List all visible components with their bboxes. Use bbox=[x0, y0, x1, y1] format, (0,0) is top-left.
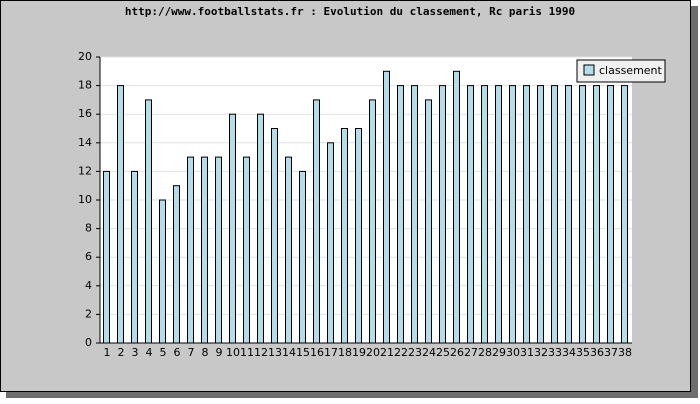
x-tick-label: 31 bbox=[520, 346, 534, 359]
bar bbox=[537, 85, 544, 344]
bar bbox=[201, 156, 208, 344]
x-tick-label: 25 bbox=[436, 346, 450, 359]
bar bbox=[523, 85, 530, 344]
bar bbox=[411, 85, 418, 344]
x-tick-label: 1 bbox=[104, 346, 111, 359]
x-tick-label: 9 bbox=[216, 346, 223, 359]
y-tick-label: 2 bbox=[85, 307, 92, 320]
bar bbox=[187, 156, 194, 344]
x-tick-label: 6 bbox=[174, 346, 181, 359]
x-tick-label: 11 bbox=[240, 346, 254, 359]
bar bbox=[229, 113, 236, 344]
bar bbox=[453, 70, 460, 344]
y-tick-label: 16 bbox=[78, 107, 92, 120]
bar bbox=[271, 128, 278, 344]
bar bbox=[243, 156, 250, 344]
bar bbox=[439, 85, 446, 344]
bar bbox=[327, 142, 334, 344]
bar bbox=[383, 70, 390, 344]
x-tick-label: 3 bbox=[132, 346, 139, 359]
bar bbox=[341, 128, 348, 344]
x-tick-label: 37 bbox=[604, 346, 618, 359]
x-tick-label: 18 bbox=[338, 346, 352, 359]
x-tick-label: 17 bbox=[324, 346, 338, 359]
bar bbox=[621, 85, 628, 344]
bar bbox=[551, 85, 558, 344]
x-tick-label: 13 bbox=[268, 346, 282, 359]
bar bbox=[117, 85, 124, 344]
bar bbox=[397, 85, 404, 344]
bar bbox=[607, 85, 614, 344]
x-tick-label: 30 bbox=[506, 346, 520, 359]
bar bbox=[173, 185, 180, 344]
x-tick-label: 15 bbox=[296, 346, 310, 359]
bar bbox=[509, 85, 516, 344]
x-tick-label: 10 bbox=[226, 346, 240, 359]
x-tick-label: 14 bbox=[282, 346, 296, 359]
bar bbox=[369, 99, 376, 344]
bar bbox=[355, 128, 362, 344]
y-tick-label: 14 bbox=[78, 136, 92, 149]
x-tick-label: 8 bbox=[202, 346, 209, 359]
bar bbox=[565, 85, 572, 344]
y-tick-label: 4 bbox=[85, 279, 92, 292]
legend-swatch bbox=[583, 64, 595, 76]
x-tick-label: 20 bbox=[366, 346, 380, 359]
y-tick-label: 20 bbox=[78, 50, 92, 63]
bar bbox=[103, 170, 110, 344]
y-tick-label: 10 bbox=[78, 193, 92, 206]
x-tick-label: 32 bbox=[534, 346, 548, 359]
bar bbox=[215, 156, 222, 344]
bar bbox=[313, 99, 320, 344]
bar bbox=[285, 156, 292, 344]
bar bbox=[593, 85, 600, 344]
y-tick-label: 12 bbox=[78, 164, 92, 177]
y-tick-label: 8 bbox=[85, 222, 92, 235]
x-tick-label: 38 bbox=[618, 346, 632, 359]
x-tick-label: 34 bbox=[562, 346, 576, 359]
legend-label: classement bbox=[599, 64, 663, 77]
x-tick-label: 7 bbox=[188, 346, 195, 359]
bar bbox=[481, 85, 488, 344]
x-tick-label: 4 bbox=[146, 346, 153, 359]
x-tick-label: 19 bbox=[352, 346, 366, 359]
y-tick-label: 18 bbox=[78, 79, 92, 92]
bar bbox=[579, 85, 586, 344]
bar bbox=[495, 85, 502, 344]
bar bbox=[131, 170, 138, 344]
chart-title: http://www.footballstats.fr : Evolution … bbox=[125, 5, 575, 18]
y-tick-label: 0 bbox=[85, 336, 92, 349]
x-tick-label: 35 bbox=[576, 346, 590, 359]
x-tick-label: 28 bbox=[478, 346, 492, 359]
x-tick-label: 22 bbox=[394, 346, 408, 359]
x-tick-label: 5 bbox=[160, 346, 167, 359]
bar bbox=[299, 170, 306, 344]
x-tick-label: 21 bbox=[380, 346, 394, 359]
legend-box bbox=[576, 59, 666, 83]
bar bbox=[467, 85, 474, 344]
bar bbox=[145, 99, 152, 344]
x-tick-label: 29 bbox=[492, 346, 506, 359]
x-tick-label: 2 bbox=[118, 346, 125, 359]
x-tick-label: 27 bbox=[464, 346, 478, 359]
x-tick-label: 33 bbox=[548, 346, 562, 359]
bar bbox=[257, 113, 264, 344]
x-tick-label: 16 bbox=[310, 346, 324, 359]
x-tick-label: 24 bbox=[422, 346, 436, 359]
y-tick-label: 6 bbox=[85, 250, 92, 263]
bar bbox=[425, 99, 432, 344]
x-tick-label: 36 bbox=[590, 346, 604, 359]
x-tick-label: 23 bbox=[408, 346, 422, 359]
bar bbox=[159, 199, 166, 344]
x-tick-label: 26 bbox=[450, 346, 464, 359]
x-tick-label: 12 bbox=[254, 346, 268, 359]
